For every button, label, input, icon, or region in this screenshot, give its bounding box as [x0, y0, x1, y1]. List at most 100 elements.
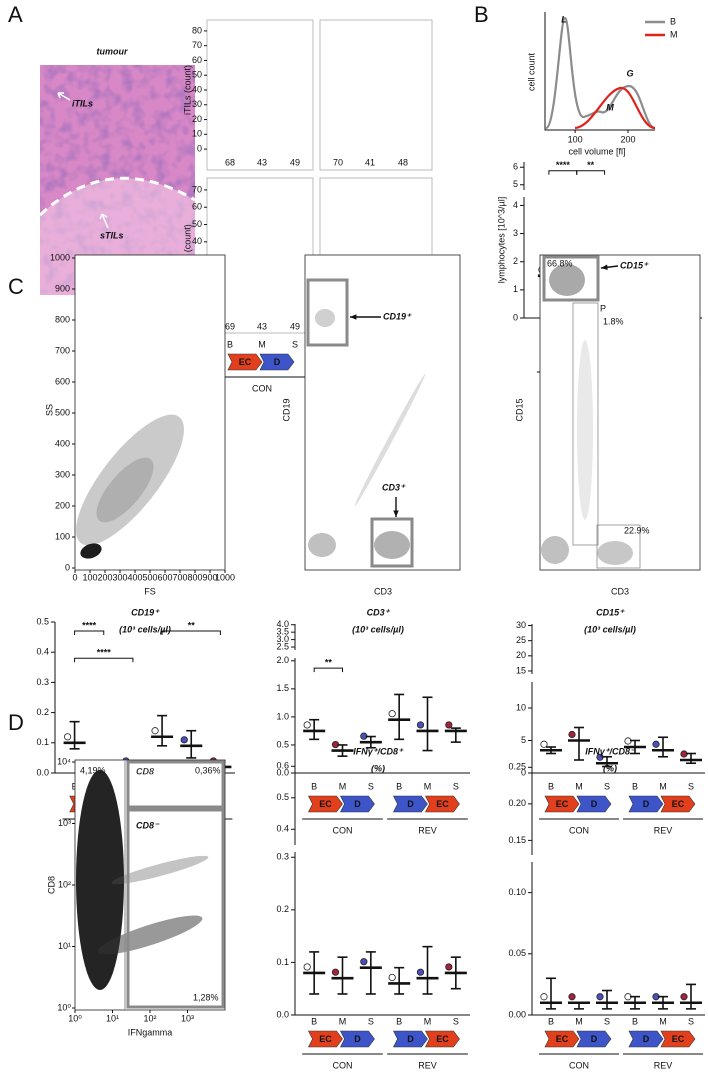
arm-label: CON: [333, 1060, 353, 1070]
arm-label: CON: [569, 1060, 589, 1070]
gate: [306, 278, 349, 347]
scheme-arrow: [660, 1030, 696, 1048]
count-label: 43: [257, 321, 267, 331]
y-tick-label: 5: [521, 735, 526, 745]
gate-label: CD19⁺: [383, 311, 412, 321]
scheme-arrow: [308, 795, 343, 813]
y-tick-label: 30: [192, 99, 202, 109]
cell-cloud: [549, 264, 585, 296]
gate-label: CD15⁺: [620, 260, 649, 270]
y-tick-label: 400: [55, 438, 70, 448]
scheme-label: EC: [436, 799, 449, 809]
plot-frame: [304, 254, 461, 571]
plot-title: CD19⁺: [131, 607, 160, 617]
y-tick-label: 10²: [58, 879, 71, 889]
y-tick-label: 0.1: [276, 957, 289, 967]
y-tick-label: 0.3: [276, 852, 289, 862]
group-label: B: [548, 781, 554, 791]
plot-frame: [206, 19, 314, 171]
arm-label: REV: [418, 825, 437, 835]
scheme-arrow: [425, 795, 460, 813]
y-tick-label: 60: [192, 202, 202, 212]
group-marker: [680, 993, 688, 1001]
group-label: B: [632, 1016, 638, 1026]
arm-label: REV: [654, 1060, 673, 1070]
significance-label: ****: [82, 620, 97, 630]
y-tick-label: 25: [516, 635, 526, 645]
scheme-arrow: [425, 1030, 460, 1048]
group-label: M: [339, 1016, 347, 1026]
arrow: [99, 213, 109, 229]
significance-label: **: [587, 160, 595, 170]
plot-unit: (10³ cells/µl): [584, 624, 636, 634]
group-marker: [596, 993, 604, 1001]
axis-label: sTILs (count): [182, 224, 192, 277]
y-tick-label: 3.0: [276, 634, 289, 644]
group-marker: [303, 963, 311, 971]
y-tick-label: 0.0: [276, 767, 289, 777]
group-label: B: [311, 781, 317, 791]
y-tick-label: 0: [513, 312, 518, 322]
group-marker: [416, 721, 425, 729]
panel-letter: B: [474, 2, 489, 27]
scheme-label: D: [591, 799, 598, 809]
y-tick-label: 10⁴: [57, 756, 71, 766]
group-label: M: [575, 781, 583, 791]
count-label: 70: [333, 157, 343, 167]
cell-cloud: [76, 770, 124, 990]
x-tick-label: 600: [157, 572, 172, 582]
count-label: 49: [290, 321, 300, 331]
x-tick-label: 200: [621, 134, 636, 144]
scheme-arrow: [393, 1030, 428, 1048]
plot-unit: (10³ cells/µl): [119, 624, 171, 634]
y-tick-label: 40: [192, 236, 202, 246]
y-tick-label: 0.10: [508, 887, 526, 897]
group-marker: [652, 740, 660, 748]
y-tick-label: 0.3: [36, 677, 49, 687]
scheme-label: D: [354, 799, 361, 809]
cell-cloud: [577, 340, 593, 520]
group-label: S: [688, 1016, 694, 1026]
gate-label: 22.9%: [624, 525, 650, 535]
group-label: M: [424, 781, 432, 791]
group-marker: [360, 958, 368, 966]
gate-label: 0,36%: [195, 765, 221, 775]
scheme-label: D: [354, 1034, 361, 1044]
panel-letter: D: [8, 710, 24, 735]
y-tick-label: 0.15: [508, 835, 526, 845]
group-label: S: [368, 781, 374, 791]
plot-title: CD3⁺: [367, 607, 391, 617]
significance-label: ****: [556, 160, 571, 170]
group-marker: [540, 740, 548, 748]
y-tick-label: 1000: [50, 252, 70, 262]
cell-cloud: [315, 309, 335, 327]
cell-cloud: [354, 373, 426, 507]
y-tick-label: 20: [516, 650, 526, 660]
cell-cloud: [80, 543, 102, 559]
plot-title: CD15⁺: [596, 607, 625, 617]
plot-frame: [319, 19, 433, 171]
x-tick-label: 800: [187, 572, 202, 582]
plot-unit: (%): [603, 763, 617, 773]
axis-label: CD8: [46, 876, 56, 894]
y-tick-label: 2: [513, 256, 518, 266]
count-label: 41: [365, 157, 375, 167]
border-line: [38, 176, 196, 217]
axis-label: CD3: [374, 586, 392, 596]
y-tick-label: 2.0: [276, 655, 289, 665]
significance-label: ****: [97, 648, 112, 658]
axis-label: CD3: [611, 586, 629, 596]
legend-label: B: [670, 16, 676, 26]
gate: [572, 302, 599, 546]
cell-cloud: [97, 915, 203, 955]
group-label: S: [604, 781, 610, 791]
y-tick-label: 0.2: [36, 707, 49, 717]
y-tick-label: 0.5: [36, 616, 49, 626]
y-tick-label: 20: [192, 114, 202, 124]
scheme-arrow: [393, 795, 428, 813]
arrow-head: [601, 264, 608, 270]
plot-unit: (10³ cells/µl): [352, 624, 404, 634]
y-tick-label: 3: [513, 228, 518, 238]
axis-label: SS: [44, 404, 54, 416]
group-label: M: [424, 1016, 432, 1026]
